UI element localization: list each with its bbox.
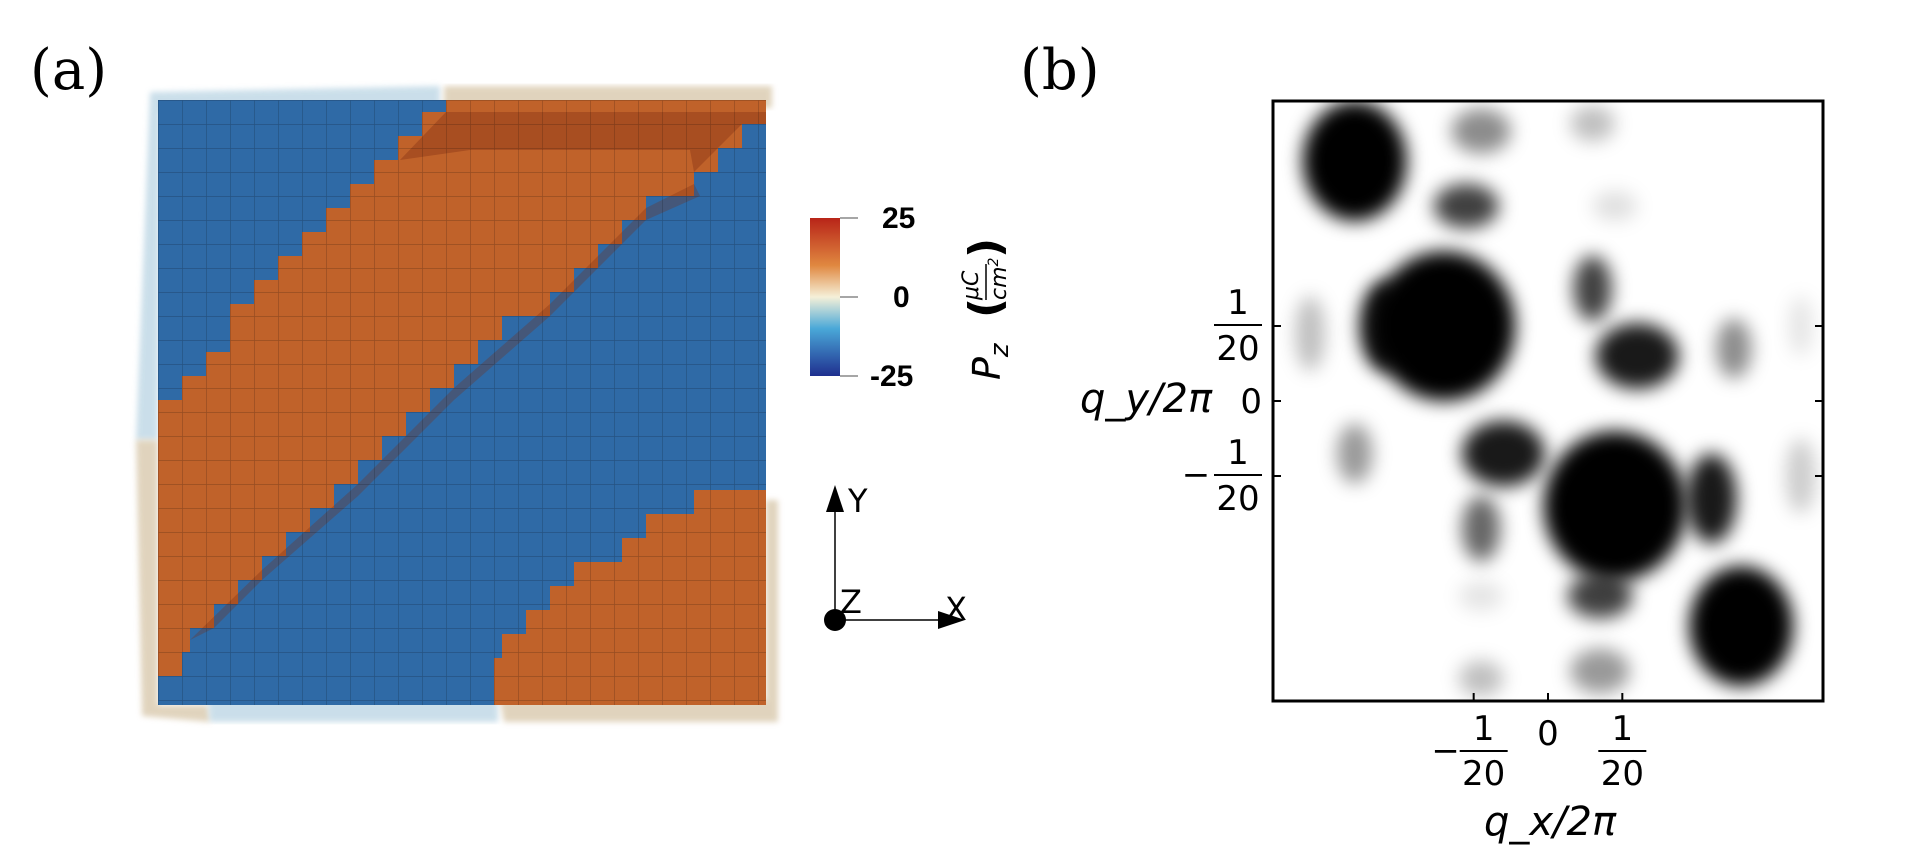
colorbar-paren-close: ) — [960, 238, 1011, 258]
y-tick-num-0: 1 — [1227, 283, 1249, 323]
colorbar-unit-den-sup: 2 — [986, 257, 1002, 266]
heatmap-peak-10 — [1715, 318, 1752, 379]
domain-map — [136, 86, 778, 722]
x-tick-den-2: 20 — [1601, 754, 1644, 794]
heatmap-peak-1 — [1451, 108, 1511, 154]
heatmap-peak-9 — [1595, 323, 1679, 389]
heatmap-peak-19 — [1567, 573, 1633, 619]
y-axis-title: q_y/2π — [1080, 376, 1213, 422]
heatmap-peak-14 — [1543, 431, 1687, 581]
heatmap-peak-3 — [1433, 183, 1499, 229]
triad-x-label: X — [945, 590, 967, 628]
x-tick-sign-0: − — [1431, 731, 1460, 771]
heatmap-peak-8 — [1573, 255, 1612, 322]
heatmap-peak-11 — [1788, 296, 1813, 356]
heatmap-peak-15 — [1686, 453, 1737, 544]
axes-triad: Y X Z — [824, 482, 967, 631]
heatmap-peak-13 — [1336, 423, 1373, 484]
colorbar-paren-open: ( — [960, 298, 1011, 318]
colorbar-quantity-symbol: P — [965, 357, 1009, 380]
heatmap-peak-22 — [1570, 648, 1630, 694]
triad-z-dot — [824, 609, 846, 631]
heatmap-peak-21 — [1458, 660, 1504, 697]
colorbar: 25 0 -25 Pz ( μC cm2 ) — [810, 202, 1015, 393]
heatmap-peak-20 — [1689, 566, 1794, 686]
colorbar-quantity-subscript: z — [985, 342, 1015, 358]
triad-z-label: Z — [840, 583, 862, 621]
y-tick-label-1: 0 — [1240, 382, 1262, 422]
x-tick-num-2: 1 — [1612, 709, 1634, 749]
triad-y-arrow — [826, 485, 844, 512]
x-tick-den-0: 20 — [1462, 754, 1505, 794]
x-axis-title: q_x/2π — [1484, 799, 1617, 845]
colorbar-gradient — [810, 218, 840, 376]
y-tick-num-2: 1 — [1227, 433, 1249, 473]
x-tick-label-1: 0 — [1537, 714, 1559, 754]
colorbar-unit-denominator: cm2 — [986, 257, 1012, 300]
x-axis-title-text: q_x/2π — [1484, 799, 1617, 845]
heatmap-peak-17 — [1461, 495, 1501, 562]
triad-x-arrow — [938, 611, 965, 629]
colorbar-unit-numerator: μC — [959, 270, 984, 301]
colorbar-quantity-label: Pz ( μC cm2 ) — [959, 238, 1015, 380]
triad-y-label: Y — [847, 482, 868, 520]
colorbar-max-label: 25 — [882, 202, 915, 235]
heatmap-peak-12 — [1461, 420, 1546, 487]
colorbar-mid-label: 0 — [893, 281, 910, 314]
lattice-grid — [158, 100, 766, 705]
wall-halo-blue-bottom — [208, 700, 498, 722]
panel-a-label: (a) — [30, 38, 108, 103]
panel-b-label: (b) — [1020, 38, 1100, 103]
heatmap-peak-6 — [1359, 281, 1410, 371]
y-tick-sign-2: − — [1182, 455, 1211, 495]
y-tick-den-0: 20 — [1216, 329, 1259, 369]
heatmap-peaks — [1295, 101, 1816, 697]
heatmap-peak-16 — [1785, 438, 1816, 514]
heatmap-peak-18 — [1458, 581, 1504, 611]
heatmap-peak-4 — [1592, 191, 1638, 221]
x-tick-num-0: 1 — [1473, 709, 1495, 749]
colorbar-min-label: -25 — [870, 360, 913, 393]
y-tick-den-2: 20 — [1216, 479, 1259, 519]
heatmap-peak-5 — [1372, 251, 1516, 401]
heatmap-peak-7 — [1295, 296, 1326, 371]
heatmap-peak-2 — [1570, 105, 1615, 142]
svg-text:Pz: Pz — [965, 342, 1015, 380]
y-axis-title-text: q_y/2π — [1080, 376, 1213, 422]
heatmap-peak-0 — [1302, 101, 1407, 221]
colorbar-unit-den-base: cm — [987, 266, 1012, 300]
wall-halo-tan-bottom-left — [136, 440, 210, 722]
